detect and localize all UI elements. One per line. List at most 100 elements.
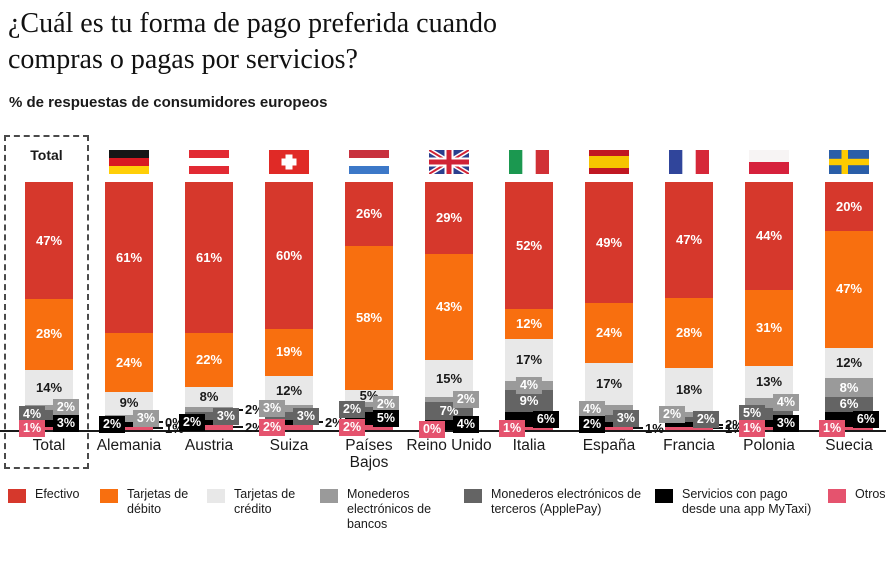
bar-segment xyxy=(425,360,473,398)
category-label: Polonia xyxy=(743,436,795,454)
bar-segment xyxy=(185,407,233,413)
bar-segment xyxy=(745,397,793,408)
segment-value-label: 9% xyxy=(119,395,139,411)
category-label: Países Bajos xyxy=(345,436,393,472)
segment-value-label: 2% xyxy=(339,418,366,436)
flag-austria-icon xyxy=(189,149,229,174)
bar-segment xyxy=(345,181,393,247)
segment-value-label: 2% xyxy=(179,413,206,431)
bar-segment xyxy=(665,422,713,428)
bar-segment xyxy=(105,414,153,423)
legend-swatch xyxy=(655,488,673,503)
category-label: Suiza xyxy=(269,436,309,454)
segment-value-label: 1% xyxy=(739,419,766,437)
segment-value-label: 61% xyxy=(115,249,143,265)
bar-segment xyxy=(25,181,73,300)
bar-segment xyxy=(505,338,553,381)
segment-value-label: 26% xyxy=(355,205,383,221)
chart-column: 60% 19% 12% 3% 3% 2% 2% Suiza xyxy=(249,135,344,475)
category-label: Francia xyxy=(663,436,715,454)
bar-segment xyxy=(185,419,233,425)
segment-value-label: 8% xyxy=(839,379,859,395)
segment-value-label: 2% xyxy=(52,398,79,416)
legend-swatch xyxy=(100,488,118,503)
segment-value-label: 3% xyxy=(132,409,159,427)
segment-value-label: 2% xyxy=(452,391,479,409)
flag-france-icon xyxy=(669,149,709,174)
segment-value-label: 2% xyxy=(99,416,126,434)
bar-segment xyxy=(185,181,233,333)
segment-value-label: 2% xyxy=(692,411,719,429)
segment-value-label: 12% xyxy=(515,316,543,332)
bar-segment xyxy=(265,375,313,406)
bar-segment xyxy=(665,298,713,368)
legend-item: Monederos electrónicos de terceros (Appl… xyxy=(464,487,671,517)
segment-value-label: 47% xyxy=(675,231,703,247)
category-label: Alemania xyxy=(96,436,162,454)
bar-segment xyxy=(345,407,393,413)
legend-swatch xyxy=(828,488,846,503)
legend-swatch xyxy=(464,488,482,503)
category-label: Total xyxy=(32,436,66,454)
bar-segment xyxy=(585,427,633,430)
bar-segment xyxy=(505,427,553,430)
bar-segment xyxy=(825,377,873,398)
segment-value-label: 3% xyxy=(772,415,799,433)
bar-segment xyxy=(25,427,73,430)
bar-segment xyxy=(265,419,313,425)
flag-switzerland-icon xyxy=(269,149,309,174)
total-highlight-box xyxy=(4,134,89,469)
legend-label: Efectivo xyxy=(35,486,80,501)
segment-value-label: 52% xyxy=(515,237,543,253)
segment-value-label: 5% xyxy=(739,405,766,423)
bar-segment xyxy=(25,299,73,370)
segment-value-label: 3% xyxy=(612,409,639,427)
flag-netherlands-icon xyxy=(349,149,389,174)
bar-segment xyxy=(265,424,313,430)
callout-line xyxy=(233,426,243,429)
segment-value-label: 14% xyxy=(35,379,63,395)
bar-segment xyxy=(745,427,793,430)
bar-segment xyxy=(585,404,633,415)
bar-segment xyxy=(825,427,873,430)
bar-segment xyxy=(345,246,393,390)
segment-value-label: 29% xyxy=(435,209,463,225)
legend-label: Tarjetas de débito xyxy=(127,486,189,516)
category-label: Italia xyxy=(512,436,546,454)
segment-value-label: 61% xyxy=(195,249,223,265)
chart-column: 61% 24% 9% 3% 0% 2% 1% Alemania xyxy=(89,135,184,475)
segment-value-label: 1% xyxy=(499,419,526,437)
segment-value-label: 17% xyxy=(595,375,623,391)
bar-segment xyxy=(265,181,313,329)
segment-value-label: 28% xyxy=(35,326,63,342)
segment-value-label: 2% xyxy=(259,418,286,436)
legend-label: Monederos electrónicos de terceros (Appl… xyxy=(491,486,642,516)
bar-segment xyxy=(185,387,233,408)
stacked-bar: 26% 58% 5% 2% 2% 5% 2% xyxy=(339,181,399,436)
segment-value-label: 3% xyxy=(52,414,79,432)
segment-value-label: 3% xyxy=(212,407,239,425)
stacked-bar: 20% 47% 12% 8% 6% 6% 1% xyxy=(819,181,879,437)
bar-segment xyxy=(825,397,873,413)
segment-value-label: 2% xyxy=(579,416,606,434)
segment-value-label: 6% xyxy=(852,411,879,429)
bar-segment xyxy=(745,289,793,366)
segment-value-label: 4% xyxy=(452,416,479,434)
segment-value-label: 6% xyxy=(839,396,859,412)
segment-value-label: 28% xyxy=(675,325,703,341)
stacked-bar: 61% 24% 9% 3% 0% 2% 1% xyxy=(99,181,184,436)
bar-segment xyxy=(585,181,633,304)
bar-segment xyxy=(745,365,793,398)
chart-column: 29% 43% 15% 2% 7% 4% 0% Reino Unido xyxy=(406,135,492,475)
legend-label: Otros xyxy=(855,486,886,501)
legend-item: Tarjetas de débito xyxy=(100,487,207,517)
segment-value-label: 13% xyxy=(755,373,783,389)
chart-column: 49% 24% 17% 4% 3% 2% 1% España xyxy=(569,135,664,475)
segment-value-label: 18% xyxy=(675,381,703,397)
stacked-bar-chart: Total 47% 28% 14% 2% 4% 3% 1% Total 61% 24% 9% 3% 0%… xyxy=(0,134,886,475)
bar-segment xyxy=(665,367,713,413)
bar-segment xyxy=(505,181,553,310)
segment-value-label: 4% xyxy=(515,376,543,394)
bar-segment xyxy=(585,414,633,423)
